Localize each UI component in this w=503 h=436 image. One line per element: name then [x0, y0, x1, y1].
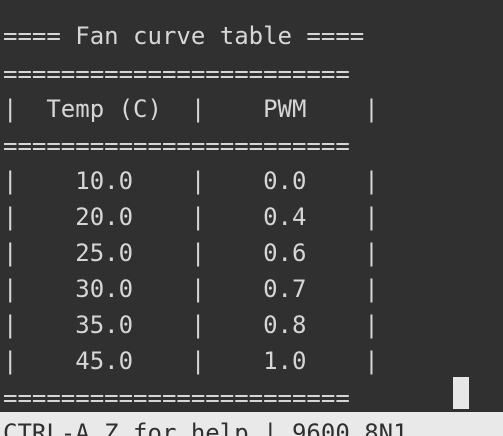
status-bar-text: CTRL-A Z for help | 9600 8N1: [3, 419, 408, 436]
table-column-divider: |: [133, 347, 264, 375]
table-border-right: |: [306, 275, 379, 303]
pwm-cell: 1.0: [263, 347, 307, 375]
table-header: | Temp (C) | PWM |: [3, 95, 379, 123]
table-row: | 45.0 | 1.0 |: [3, 343, 379, 379]
pwm-cell: 0.8: [263, 311, 307, 339]
table-header-rule: ========================: [3, 132, 350, 160]
temp-cell: 35.0: [75, 311, 134, 339]
table-border-left: |: [3, 347, 76, 375]
table-title: ==== Fan curve table ====: [3, 22, 365, 50]
temp-cell: 45.0: [75, 347, 134, 375]
table-row: | 35.0 | 0.8 |: [3, 307, 379, 343]
table-border-right: |: [306, 167, 379, 195]
table-border-left: |: [3, 311, 76, 339]
table-border-left: |: [3, 275, 76, 303]
table-column-divider: |: [133, 239, 264, 267]
table-column-divider: |: [133, 167, 264, 195]
table-row: | 30.0 | 0.7 |: [3, 271, 379, 307]
table-top-rule: ========================: [3, 60, 350, 88]
table-row: | 10.0 | 0.0 |: [3, 163, 379, 199]
table-border-left: |: [3, 239, 76, 267]
table-border-right: |: [306, 203, 379, 231]
pwm-cell: 0.0: [263, 167, 307, 195]
status-bar: CTRL-A Z for help | 9600 8N1: [0, 412, 503, 436]
table-column-divider: |: [133, 203, 264, 231]
temp-cell: 30.0: [75, 275, 134, 303]
table-column-divider: |: [133, 311, 264, 339]
terminal-cursor: [453, 377, 469, 409]
table-border-left: |: [3, 167, 76, 195]
table-bottom-rule: ========================: [3, 384, 350, 412]
temp-cell: 10.0: [75, 167, 134, 195]
table-border-right: |: [306, 311, 379, 339]
table-row: | 20.0 | 0.4 |: [3, 199, 379, 235]
table-border-left: |: [3, 203, 76, 231]
table-border-right: |: [306, 347, 379, 375]
temp-cell: 20.0: [75, 203, 134, 231]
pwm-cell: 0.6: [263, 239, 307, 267]
table-column-divider: |: [133, 275, 264, 303]
pwm-cell: 0.4: [263, 203, 307, 231]
table-row: | 25.0 | 0.6 |: [3, 235, 379, 271]
table-border-right: |: [306, 239, 379, 267]
temp-cell: 25.0: [75, 239, 134, 267]
pwm-cell: 0.7: [263, 275, 307, 303]
